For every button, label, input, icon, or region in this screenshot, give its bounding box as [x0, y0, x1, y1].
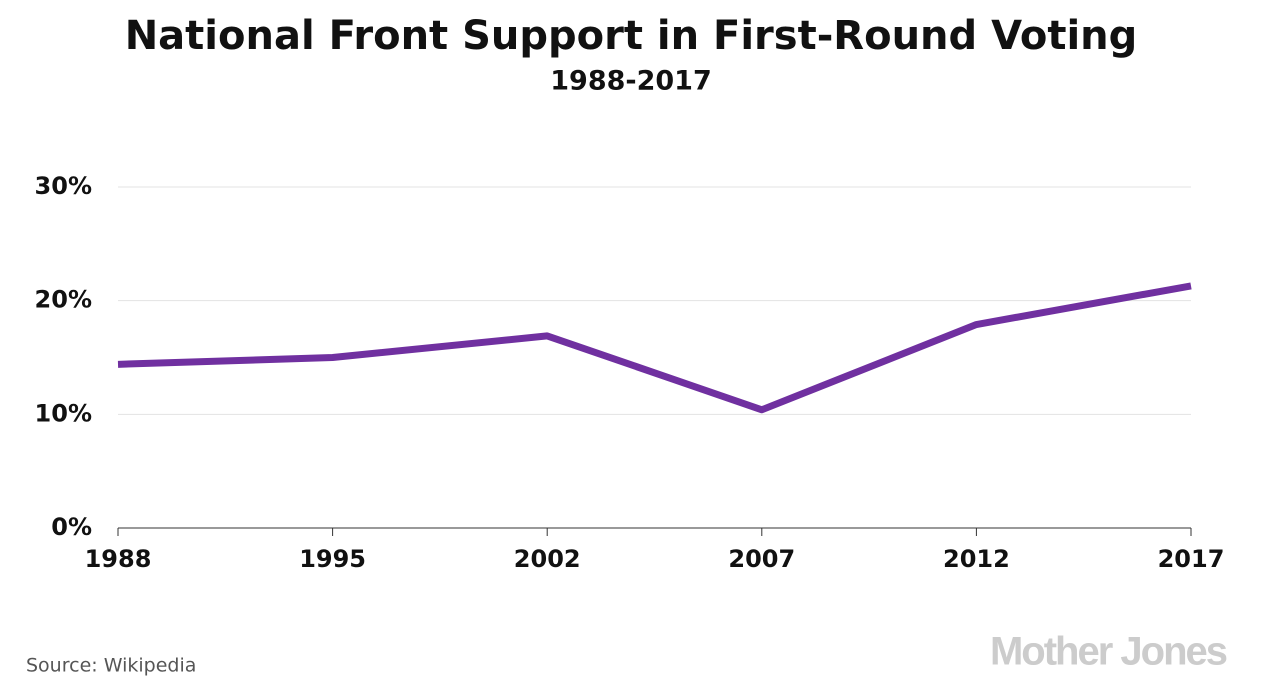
- y-tick-label: 10%: [35, 399, 92, 427]
- chart-subtitle: 1988-2017: [550, 66, 712, 97]
- x-tick-label: 2007: [728, 545, 795, 573]
- line: [117, 282, 1192, 414]
- x-tick-label: 2002: [514, 545, 581, 573]
- x-tick-label: 1988: [85, 545, 152, 573]
- x-tick-label: 2017: [1158, 545, 1225, 573]
- chart-title: National Front Support in First-Round Vo…: [125, 13, 1138, 59]
- y-tick-label: 0%: [51, 513, 92, 541]
- logo: Mother Jones: [990, 630, 1227, 674]
- x-tick-label: 1995: [299, 545, 366, 573]
- y-tick-label: 30%: [35, 172, 92, 200]
- y-tick-label: 20%: [35, 286, 92, 314]
- source: Source: Wikipedia: [26, 655, 196, 677]
- x-tick-label: 2012: [943, 545, 1010, 573]
